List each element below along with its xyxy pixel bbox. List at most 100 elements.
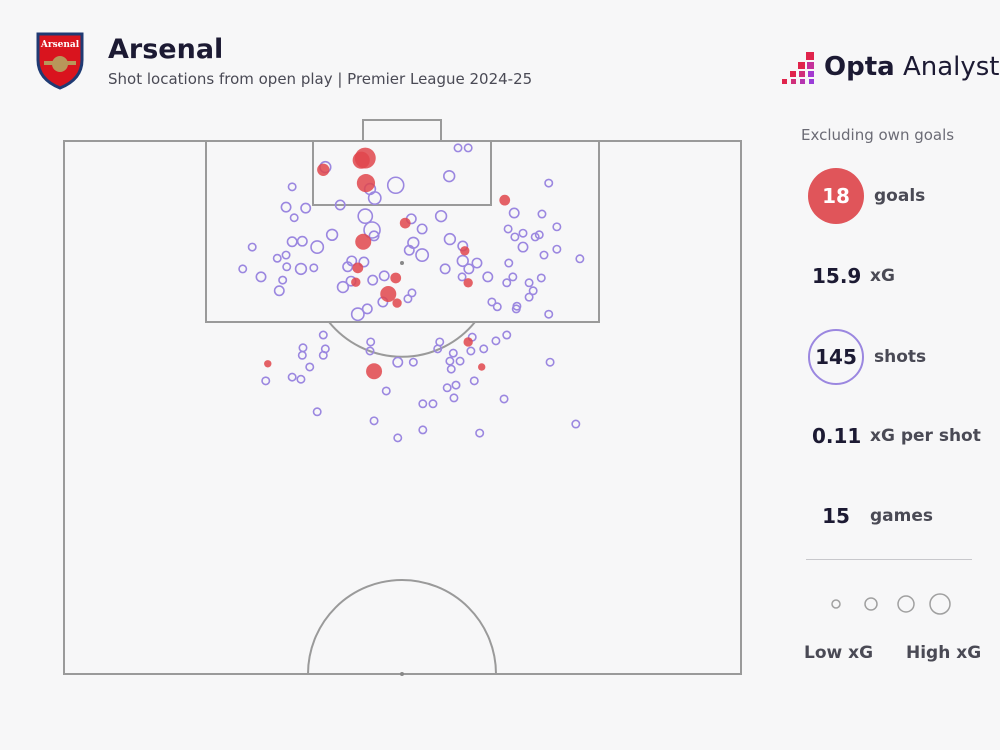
shot-point xyxy=(466,346,476,356)
shot-point xyxy=(528,286,538,296)
shot-point xyxy=(296,235,308,247)
games-stat: 15 games xyxy=(812,504,933,528)
shot-point xyxy=(508,207,520,219)
page-title: Arsenal xyxy=(108,34,224,65)
shot-point xyxy=(446,364,456,374)
shot-point xyxy=(491,336,501,346)
shot-point xyxy=(312,407,322,417)
shot-point xyxy=(530,232,540,242)
shot-point xyxy=(318,350,328,360)
shot-point xyxy=(403,244,415,256)
goal-point xyxy=(264,360,272,368)
shot-point xyxy=(363,221,381,239)
xg-size-legend xyxy=(831,593,951,615)
shot-point xyxy=(442,383,452,393)
shot-point xyxy=(517,241,529,253)
shot-point xyxy=(342,261,354,273)
shot-point xyxy=(272,253,282,263)
shot-point xyxy=(298,343,308,353)
shot-point xyxy=(281,250,291,260)
page-subtitle: Shot locations from open play | Premier … xyxy=(108,70,533,88)
shot-point xyxy=(471,257,483,269)
goal xyxy=(362,119,442,142)
goals-stat: 18 goals xyxy=(808,168,925,224)
shot-point xyxy=(334,199,346,211)
goals-badge: 18 xyxy=(808,168,864,224)
goal-point xyxy=(380,285,397,302)
shot-point xyxy=(325,228,339,242)
shot-point xyxy=(571,419,581,429)
shot-point xyxy=(280,201,292,213)
goal-point xyxy=(352,262,364,274)
goals-layer xyxy=(264,147,511,380)
shot-point xyxy=(300,202,312,214)
shot-point xyxy=(487,297,497,307)
shot-point xyxy=(499,394,509,404)
shot-point xyxy=(418,399,428,409)
legend-circle-m xyxy=(897,595,915,613)
shot-point xyxy=(508,272,518,282)
center-circle xyxy=(307,579,497,675)
penalty-spot xyxy=(400,261,404,265)
shot-point xyxy=(238,264,248,274)
shot-point xyxy=(502,330,512,340)
shot-point xyxy=(439,263,451,275)
shots-label: shots xyxy=(874,347,927,367)
shot-point xyxy=(518,228,528,238)
xg-label: xG xyxy=(870,266,895,286)
brand-name-rest: Analyst xyxy=(902,52,1000,82)
shot-point xyxy=(297,350,307,360)
shot-point xyxy=(247,242,257,252)
shot-point xyxy=(369,416,379,426)
goal-point xyxy=(499,194,511,206)
shot-point xyxy=(463,143,473,153)
goal-point xyxy=(478,363,486,371)
shot-point xyxy=(445,356,455,366)
shots-badge: 145 xyxy=(808,329,864,385)
shot-point xyxy=(479,344,489,354)
shot-point xyxy=(278,275,288,285)
shot-point xyxy=(289,213,299,223)
xg-per-shot-label: xG per shot xyxy=(870,426,981,446)
shot-point xyxy=(457,272,467,282)
shots-stat: 145 shots xyxy=(808,329,926,385)
shot-point xyxy=(545,357,555,367)
shot-point xyxy=(469,376,479,386)
goal-point xyxy=(351,277,361,287)
goal-point xyxy=(463,337,473,347)
goals-value: 18 xyxy=(822,184,850,208)
games-value: 15 xyxy=(822,504,850,528)
shot-point xyxy=(451,380,461,390)
svg-text:Arsenal: Arsenal xyxy=(40,40,80,50)
legend-low-xg: Low xG xyxy=(804,643,874,663)
shot-point xyxy=(443,169,456,183)
shot-point xyxy=(407,288,417,298)
shot-point xyxy=(428,399,438,409)
opta-pixel-icon xyxy=(782,52,814,84)
shot-point xyxy=(524,278,534,288)
shot-point xyxy=(368,230,380,242)
center-spot xyxy=(400,672,404,676)
legend-circle-l xyxy=(929,593,951,615)
shot-point xyxy=(282,262,292,272)
shot-point xyxy=(408,357,418,367)
games-label: games xyxy=(870,506,934,526)
goal-point xyxy=(366,363,383,380)
goal-point xyxy=(390,272,402,284)
goals-label: goals xyxy=(874,186,926,206)
shot-point xyxy=(358,256,370,268)
shot-point xyxy=(415,248,430,263)
xg-per-shot-stat: 0.11 xG per shot xyxy=(812,424,981,448)
shot-point xyxy=(381,386,391,396)
shot-point xyxy=(407,236,420,249)
shot-point xyxy=(492,302,502,312)
xg-stat: 15.9 xG xyxy=(812,264,895,288)
goal-point xyxy=(392,298,402,308)
legend-circle-s xyxy=(864,597,878,611)
shot-point xyxy=(455,356,465,366)
goal-point xyxy=(460,246,470,256)
legend-high-xg: High xG xyxy=(906,643,982,663)
opta-analyst-logo: Opta Analyst xyxy=(780,50,1000,90)
shot-point xyxy=(510,232,520,242)
shot-point xyxy=(296,374,306,384)
